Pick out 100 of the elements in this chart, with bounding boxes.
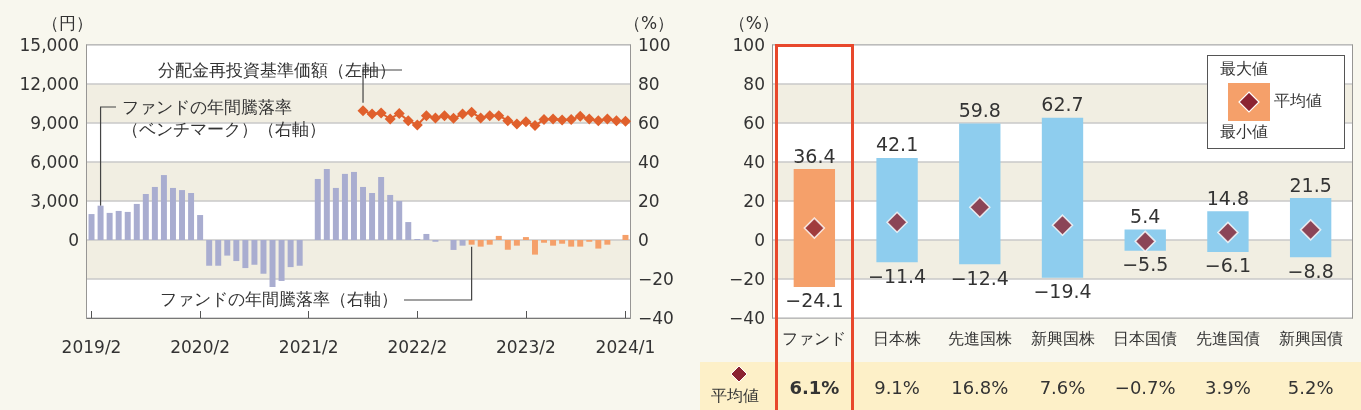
y-tick-label: 9,000 bbox=[30, 113, 79, 133]
bar bbox=[124, 211, 131, 240]
annotation: 59.8 bbox=[958, 98, 1001, 121]
x-tick-label: 新興国債 bbox=[1278, 329, 1343, 348]
point bbox=[493, 110, 505, 122]
annotation: 最大値 bbox=[1220, 59, 1268, 80]
bar bbox=[604, 240, 611, 245]
bar bbox=[468, 240, 475, 245]
y2-tick-label: 20 bbox=[638, 191, 660, 211]
bar bbox=[550, 240, 557, 246]
bar bbox=[959, 123, 1001, 265]
point bbox=[457, 108, 469, 120]
y-tick-label: 15,000 bbox=[19, 35, 79, 55]
y2-tick-label: 0 bbox=[638, 230, 649, 250]
data-label: −0.7% bbox=[1114, 377, 1176, 398]
bar bbox=[341, 173, 348, 240]
annotation: 5.4 bbox=[1130, 204, 1161, 227]
annotation: 14.8 bbox=[1206, 186, 1250, 209]
y-tick-label: 6,000 bbox=[30, 152, 79, 172]
bar bbox=[595, 240, 602, 249]
bar bbox=[477, 240, 484, 247]
point bbox=[411, 119, 423, 131]
bar bbox=[459, 240, 466, 246]
y-tick-label: 100 bbox=[732, 35, 765, 55]
bar bbox=[287, 240, 294, 268]
bar bbox=[169, 187, 176, 240]
point bbox=[565, 114, 577, 126]
point bbox=[475, 112, 487, 124]
bar bbox=[387, 194, 394, 240]
bar bbox=[486, 240, 493, 245]
x-tick-label: 先進国株 bbox=[947, 329, 1012, 348]
bar bbox=[1289, 198, 1332, 258]
point bbox=[592, 115, 604, 127]
y2-tick-label: −40 bbox=[638, 308, 674, 328]
data-label: 9.1% bbox=[874, 377, 920, 398]
bar bbox=[559, 240, 566, 244]
bar bbox=[541, 240, 548, 243]
point bbox=[547, 113, 559, 125]
bar bbox=[423, 233, 430, 240]
point bbox=[366, 108, 378, 120]
y-tick-label: 40 bbox=[743, 152, 765, 172]
point bbox=[529, 120, 541, 132]
bar bbox=[314, 178, 321, 240]
point bbox=[466, 106, 478, 118]
x-tick-label: 日本国債 bbox=[1113, 329, 1178, 348]
bar bbox=[197, 215, 204, 240]
data-label: 5.2% bbox=[1287, 377, 1334, 398]
bar bbox=[450, 240, 457, 250]
bar bbox=[88, 214, 95, 240]
bar bbox=[504, 240, 511, 250]
bar bbox=[793, 169, 836, 287]
bar bbox=[206, 240, 213, 266]
point bbox=[583, 113, 595, 125]
bar bbox=[1041, 117, 1084, 278]
bar bbox=[378, 177, 385, 240]
bar bbox=[97, 205, 104, 240]
x-tick-label: 先進国債 bbox=[1195, 329, 1260, 348]
y-tick-label: 80 bbox=[743, 74, 765, 94]
point bbox=[420, 110, 432, 122]
x-tick-label: 2022/2 bbox=[387, 336, 448, 357]
x-tick-label: 2024/1 bbox=[595, 336, 656, 357]
bar bbox=[242, 240, 249, 269]
bar bbox=[224, 240, 231, 256]
bar bbox=[188, 193, 195, 240]
x-tick-label: 日本株 bbox=[873, 329, 922, 348]
y-tick-label: 0 bbox=[754, 230, 765, 250]
point bbox=[803, 217, 826, 239]
annotation: 62.7 bbox=[1041, 93, 1084, 116]
y-tick-label: 0 bbox=[68, 230, 79, 250]
bar bbox=[296, 240, 303, 266]
bar bbox=[133, 203, 140, 240]
bar bbox=[332, 187, 339, 240]
y2-tick-label: 40 bbox=[638, 152, 660, 172]
bar bbox=[233, 240, 240, 262]
point bbox=[357, 105, 369, 117]
text: 平均値 bbox=[711, 386, 759, 405]
bar bbox=[179, 190, 186, 240]
y2-tick-label: −20 bbox=[638, 269, 674, 289]
bar bbox=[531, 240, 538, 255]
annotation: −12.4 bbox=[950, 266, 1009, 289]
annotation: −5.5 bbox=[1122, 253, 1169, 276]
x-tick-label: 2019/2 bbox=[61, 336, 122, 357]
bar bbox=[260, 240, 267, 274]
bar bbox=[160, 175, 167, 240]
bar bbox=[142, 193, 149, 240]
series-label: ファンドの年間騰落率（ベンチマーク）（右軸） bbox=[122, 96, 327, 140]
y-tick-label: −40 bbox=[729, 308, 765, 328]
point bbox=[448, 112, 460, 124]
point bbox=[502, 115, 514, 127]
annotation: 36.4 bbox=[793, 144, 836, 167]
y2-tick-label: 100 bbox=[638, 35, 671, 55]
y-tick-label: 20 bbox=[743, 191, 765, 211]
data-label: 7.6% bbox=[1039, 377, 1086, 398]
data-label: 3.9% bbox=[1205, 377, 1251, 398]
point bbox=[610, 115, 622, 127]
legend-label: 平均値 bbox=[1274, 91, 1322, 112]
y-tick-label: 12,000 bbox=[19, 74, 79, 94]
point bbox=[601, 113, 613, 125]
data-label: 16.8% bbox=[951, 377, 1009, 398]
point bbox=[484, 110, 496, 122]
